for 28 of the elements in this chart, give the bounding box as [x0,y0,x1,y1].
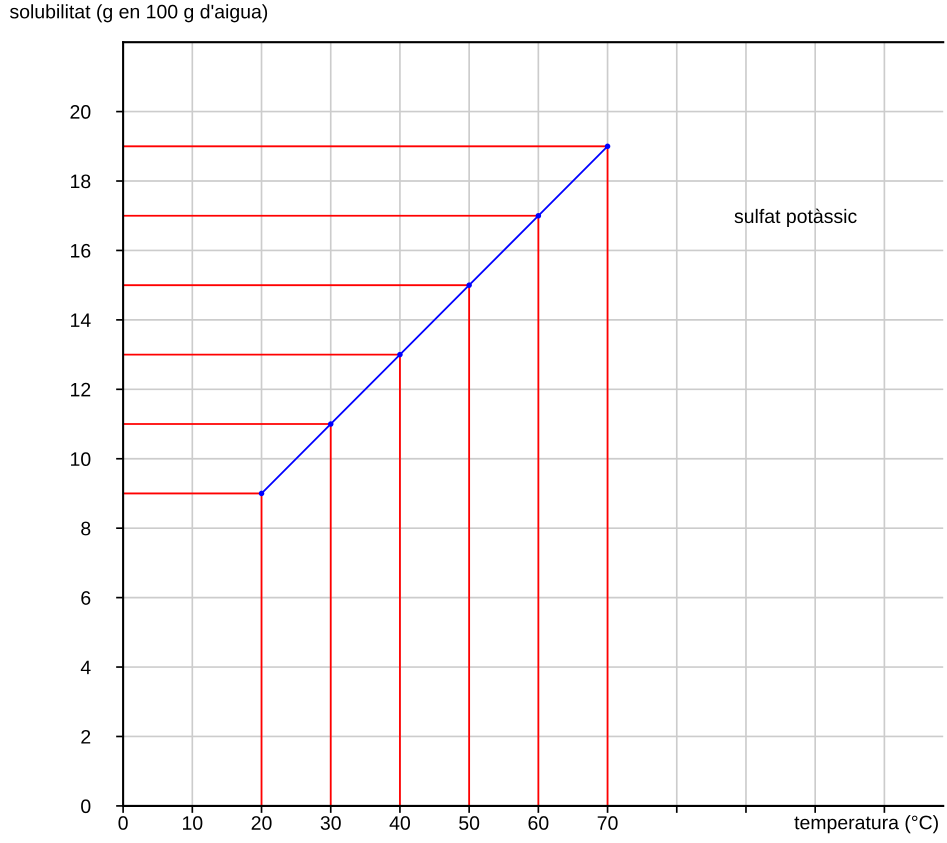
y-tick-label: 18 [71,174,90,188]
x-tick-label: 0 [118,816,128,830]
y-tick-label: 16 [71,244,90,258]
point [604,144,610,150]
y-tick-label: 12 [71,382,90,396]
point [328,421,334,427]
y-tick-label: 20 [70,105,90,119]
annotation: sulfat potàssic [734,208,857,227]
y-tick-label: 10 [71,452,90,466]
x-tick-label: 60 [528,816,548,830]
y-tick-label: 6 [81,591,90,605]
y-tick-label: 2 [81,730,90,744]
y-tick-label: 8 [81,522,90,536]
point [258,490,264,496]
y-tick-label: 4 [80,660,91,674]
x-tick-label: 50 [459,816,480,830]
point [466,282,472,288]
x-axis-title: temperatura (°C) [794,815,938,834]
y-tick-label: 0 [81,799,90,814]
x-tick-label: 30 [320,816,341,830]
y-axis-title: solubilitat (g en 100 g d'aigua) [10,4,268,22]
x-tick-label: 40 [390,816,410,830]
point [536,212,542,219]
x-tick-label: 70 [598,816,618,830]
point [397,352,403,358]
x-tick-label: 10 [182,816,202,830]
y-tick-label: 14 [71,314,91,327]
x-tick-label: 20 [252,816,272,830]
